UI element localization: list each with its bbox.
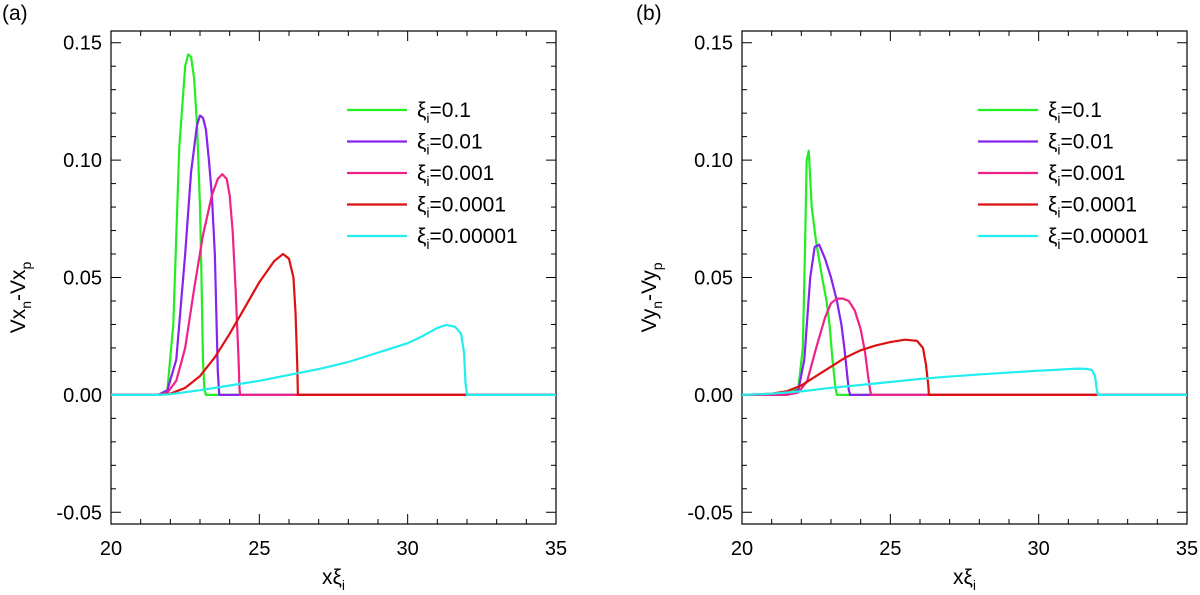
chart1-y-axis-label: Vxn-Vxp [7, 261, 34, 333]
chart2-group: (b) 20 25 30 35 -0.05 0.00 0.05 0.10 0.15 xξi Vyn-V… [636, 2, 1198, 593]
chart1-y-tick-label: 0.15 [63, 33, 102, 55]
chart1-series-line-1 [111, 53, 556, 396]
chart2-legend-label-5: ξi=0.00001 [1048, 225, 1149, 252]
chart1-legend-label-3: ξi=0.001 [417, 162, 494, 189]
chart2-series-line-1 [742, 149, 1187, 396]
chart2-y-tick-label: 0.00 [694, 385, 733, 407]
chart1-series-line-3 [111, 173, 556, 396]
chart2-y-tick-label: 0.05 [694, 268, 733, 290]
chart2-x-tick-label: 20 [731, 538, 753, 560]
chart1-x-axis-label: xξi [322, 566, 345, 593]
chart1-y-tick-label: 0.05 [63, 268, 102, 290]
chart2-panel-label: (b) [636, 2, 662, 25]
chart2-y-tick-label: 0.10 [694, 150, 733, 172]
chart2-legend: ξi=0.1 ξi=0.01 ξi=0.001 ξi=0.0001 ξi=0.00001 [978, 99, 1149, 252]
chart2-series-line-4 [742, 338, 1187, 396]
chart1-series-line-5 [111, 323, 556, 396]
chart1-legend-label-4: ξi=0.0001 [417, 194, 506, 221]
chart1-x-tick-label: 25 [248, 538, 270, 560]
chart2-series-line-5 [742, 367, 1187, 396]
chart2-series-line-2 [742, 243, 1187, 396]
chart1-x-tick-label: 30 [397, 538, 419, 560]
chart2-plot-frame [741, 30, 1188, 525]
chart1-series-group [111, 53, 556, 396]
chart1-series-line-4 [111, 252, 556, 396]
chart1-plot-frame [110, 30, 557, 525]
chart2-series-group [742, 149, 1187, 396]
chart2-x-tick-label: 30 [1028, 538, 1050, 560]
chart2-x-tick-label: 35 [1176, 538, 1198, 560]
chart1-series-line-2 [111, 114, 556, 396]
chart2-y-tick-label: 0.15 [694, 33, 733, 55]
chart1-legend-label-2: ξi=0.01 [417, 131, 483, 158]
chart1-legend-label-5: ξi=0.00001 [417, 225, 518, 252]
chart1-x-tick-label: 20 [100, 538, 122, 560]
chart1-legend: ξi=0.1 ξi=0.01 ξi=0.001 ξi=0.0001 ξi=0.00001 [347, 99, 518, 252]
chart1-y-tick-label: -0.05 [56, 502, 102, 524]
chart2-legend-label-4: ξi=0.0001 [1048, 194, 1137, 221]
chart2-y-axis-label: Vyn-Vyp [638, 262, 665, 332]
chart2-x-tick-label: 25 [879, 538, 901, 560]
chart2-legend-label-3: ξi=0.001 [1048, 162, 1125, 189]
chart2-legend-label-2: ξi=0.01 [1048, 131, 1114, 158]
chart1-panel-label: (a) [2, 2, 28, 25]
chart1-x-tick-label: 35 [545, 538, 567, 560]
chart1-y-tick-label: 0.00 [63, 385, 102, 407]
chart1-y-tick-label: 0.10 [63, 150, 102, 172]
chart2-legend-label-1: ξi=0.1 [1048, 99, 1102, 126]
chart2-y-tick-label: -0.05 [687, 502, 733, 524]
chart1-legend-label-1: ξi=0.1 [417, 99, 471, 126]
chart1-group: (a) 20 25 30 35 -0.05 0.00 0.05 0.10 0.15 xξi Vxn-V… [2, 2, 567, 593]
chart2-x-axis-label: xξi [953, 566, 976, 593]
